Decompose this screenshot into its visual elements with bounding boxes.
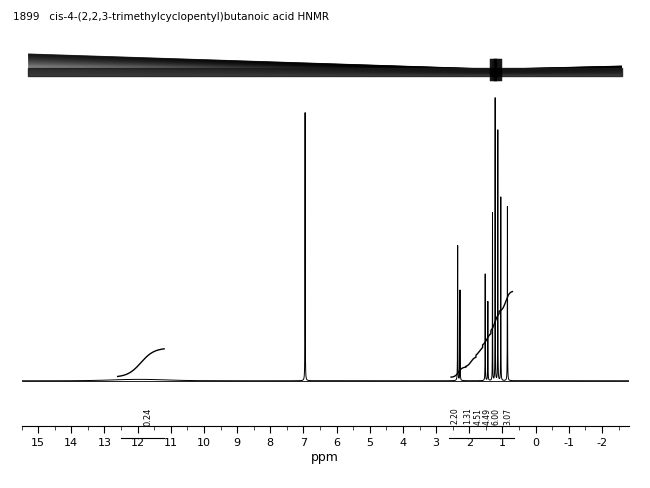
Text: 4.49: 4.49	[482, 407, 491, 424]
Text: 0.24: 0.24	[143, 407, 152, 425]
X-axis label: ppm: ppm	[311, 450, 339, 463]
Text: 4.51: 4.51	[474, 407, 483, 424]
Text: 2.20: 2.20	[451, 407, 460, 424]
Text: 6.00: 6.00	[491, 407, 500, 424]
Text: 1899   cis-4-(2,2,3-trimethylcyclopentyl)butanoic acid HNMR: 1899 cis-4-(2,2,3-trimethylcyclopentyl)b…	[13, 12, 329, 22]
Text: 1.31: 1.31	[463, 407, 472, 424]
Text: 3.07: 3.07	[503, 407, 512, 424]
